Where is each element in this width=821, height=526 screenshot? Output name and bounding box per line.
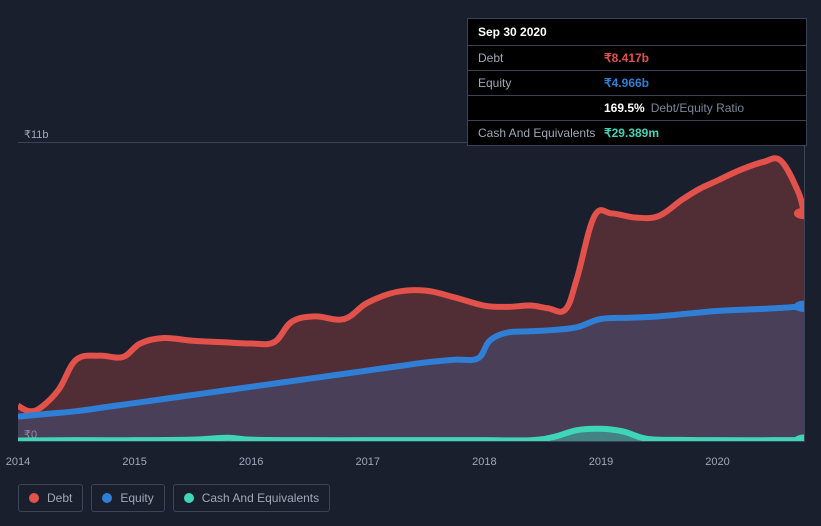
chart-tooltip: Sep 30 2020 Debt₹8.417bEquity₹4.966b169.… (467, 18, 807, 146)
tooltip-row-value: ₹4.966b (604, 76, 649, 90)
tooltip-row-value: ₹29.389m (604, 126, 659, 140)
tooltip-date: Sep 30 2020 (468, 19, 806, 46)
end-marker-debt (797, 211, 804, 216)
legend-label: Equity (120, 491, 153, 505)
tooltip-row-sub: Debt/Equity Ratio (651, 101, 744, 115)
x-tick-label: 2020 (705, 456, 729, 468)
legend: Debt Equity Cash And Equivalents (18, 484, 330, 512)
tooltip-row: Debt₹8.417b (468, 46, 806, 71)
tooltip-row-label: Cash And Equivalents (478, 126, 604, 140)
end-marker-cash-and-equivalents (797, 438, 804, 441)
end-marker-equity (797, 304, 804, 309)
x-tick-label: 2015 (122, 456, 146, 468)
tooltip-row: Cash And Equivalents₹29.389m (468, 121, 806, 145)
legend-swatch (184, 493, 194, 503)
chart-area: ₹0₹11b 2014201520162017201820192020 (18, 118, 821, 474)
y-tick-label: ₹11b (24, 128, 49, 141)
x-axis: 2014201520162017201820192020 (18, 452, 805, 474)
x-tick-label: 2016 (239, 456, 263, 468)
legend-swatch (29, 493, 39, 503)
legend-item-equity[interactable]: Equity (91, 484, 164, 512)
tooltip-row-label: Debt (478, 51, 604, 65)
x-tick-label: 2014 (6, 456, 30, 468)
x-tick-label: 2018 (472, 456, 496, 468)
tooltip-row-label: Equity (478, 76, 604, 90)
tooltip-row-value: 169.5%Debt/Equity Ratio (604, 101, 744, 115)
x-tick-label: 2019 (589, 456, 613, 468)
legend-label: Cash And Equivalents (202, 491, 319, 505)
legend-label: Debt (47, 491, 72, 505)
tooltip-row: Equity₹4.966b (468, 71, 806, 96)
legend-item-debt[interactable]: Debt (18, 484, 83, 512)
x-tick-label: 2017 (356, 456, 380, 468)
tooltip-row-label (478, 101, 604, 115)
legend-swatch (102, 493, 112, 503)
plot-region[interactable] (18, 142, 805, 442)
tooltip-row-value: ₹8.417b (604, 51, 649, 65)
tooltip-row: 169.5%Debt/Equity Ratio (468, 96, 806, 121)
legend-item-cash-and-equivalents[interactable]: Cash And Equivalents (173, 484, 330, 512)
